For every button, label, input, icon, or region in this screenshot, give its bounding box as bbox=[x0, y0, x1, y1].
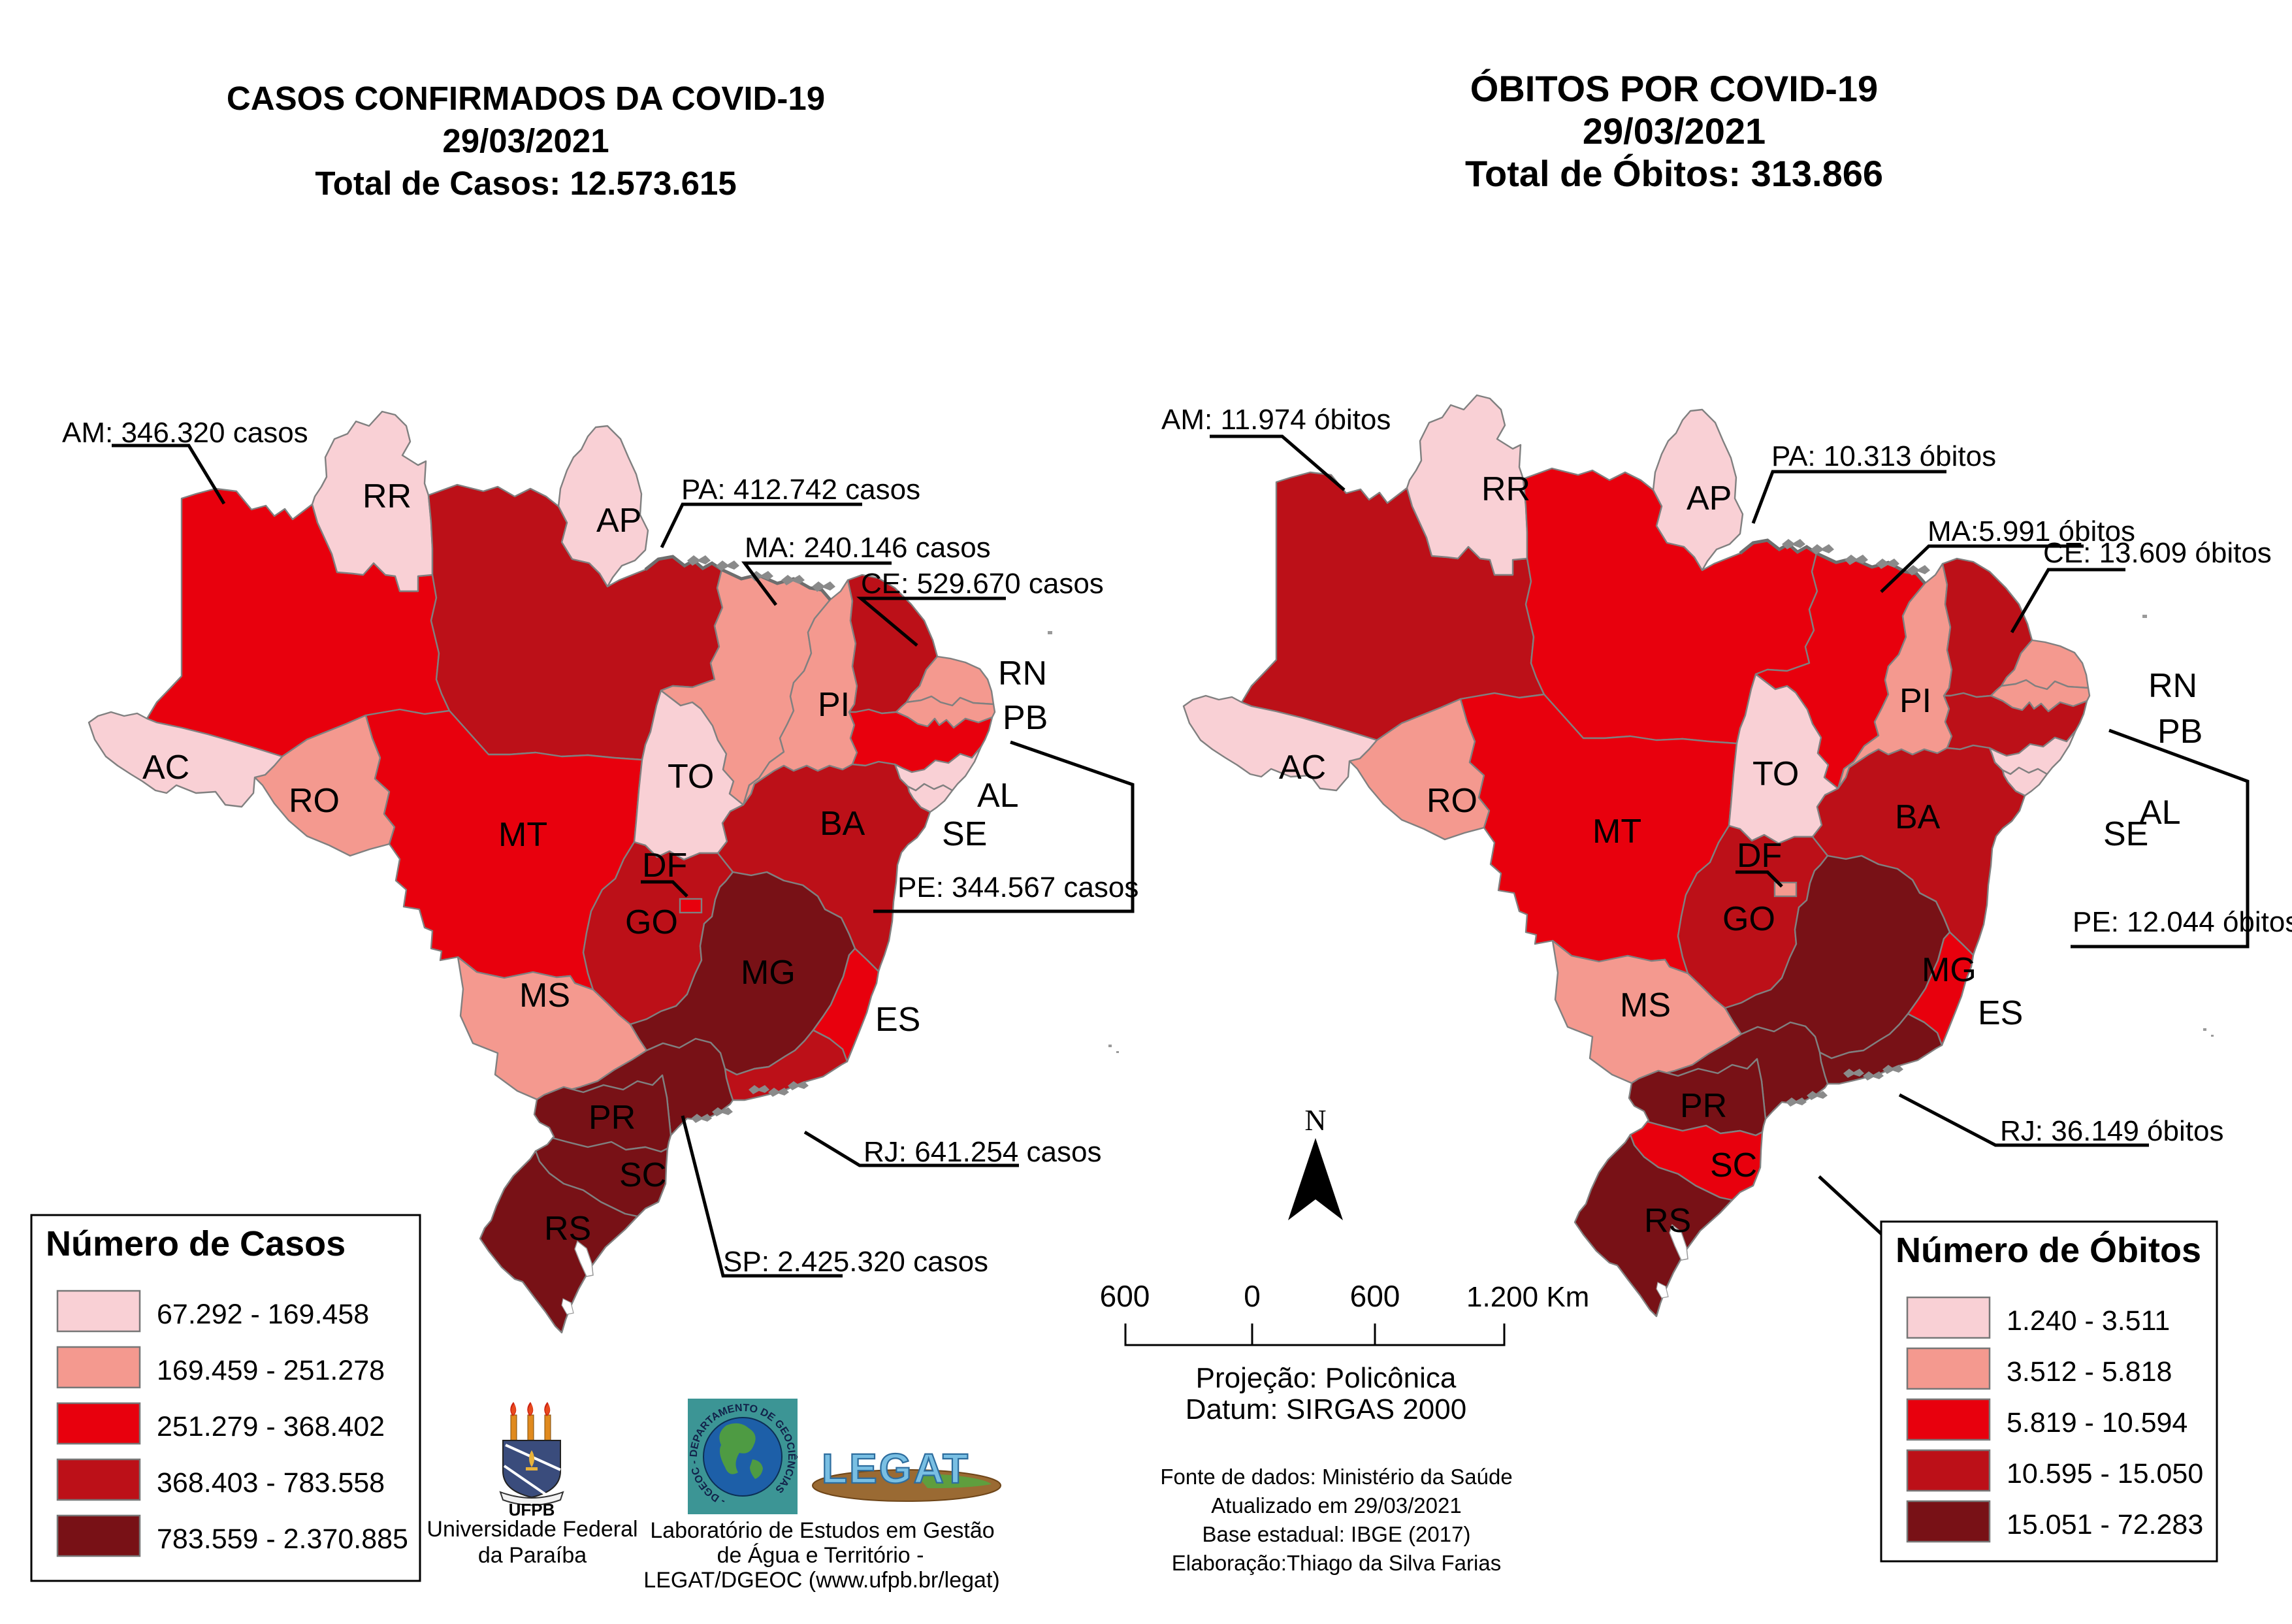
svg-text:CE: 529.670 casos: CE: 529.670 casos bbox=[861, 568, 1104, 600]
svg-text:MA: 240.146 casos: MA: 240.146 casos bbox=[745, 532, 991, 564]
svg-text:MA:5.991 óbitos: MA:5.991 óbitos bbox=[1928, 515, 2135, 547]
svg-text:RO: RO bbox=[289, 782, 340, 820]
svg-text:ÓBITOS POR COVID-19: ÓBITOS POR COVID-19 bbox=[1470, 68, 1878, 109]
svg-text:PR: PR bbox=[589, 1099, 636, 1137]
svg-text:Número de Óbitos: Número de Óbitos bbox=[1896, 1231, 2201, 1270]
svg-text:RJ: 36.149 óbitos: RJ: 36.149 óbitos bbox=[2000, 1115, 2223, 1147]
svg-text:PI: PI bbox=[818, 686, 850, 724]
svg-text:Fonte de dados: Ministério da: Fonte de dados: Ministério da Saúde bbox=[1160, 1465, 1512, 1489]
svg-text:SE: SE bbox=[942, 815, 987, 853]
svg-text:LEGAT/DGEOC (www.ufpb.br/legat: LEGAT/DGEOC (www.ufpb.br/legat) bbox=[643, 1568, 999, 1593]
svg-text:29/03/2021: 29/03/2021 bbox=[1583, 110, 1766, 152]
svg-text:GO: GO bbox=[625, 903, 678, 941]
svg-text:BA: BA bbox=[820, 805, 865, 843]
svg-text:MT: MT bbox=[1592, 813, 1641, 851]
svg-text:RO: RO bbox=[1427, 782, 1477, 820]
svg-text:TO: TO bbox=[668, 758, 714, 796]
svg-text:MG: MG bbox=[1922, 951, 1977, 989]
svg-text:1.240 - 3.511: 1.240 - 3.511 bbox=[2007, 1305, 2170, 1337]
svg-text:SP: 2.425.320 casos: SP: 2.425.320 casos bbox=[723, 1246, 988, 1278]
svg-text:PI: PI bbox=[1899, 682, 1931, 720]
svg-text:RN: RN bbox=[2148, 667, 2197, 705]
svg-text:MS: MS bbox=[519, 977, 570, 1015]
svg-text:Número de Casos: Número de Casos bbox=[46, 1224, 346, 1263]
svg-text:PR: PR bbox=[1680, 1087, 1727, 1125]
svg-text:RR: RR bbox=[363, 478, 412, 515]
svg-text:Universidade Federal: Universidade Federal bbox=[427, 1517, 638, 1542]
svg-text:AM: 346.320 casos: AM: 346.320 casos bbox=[62, 417, 308, 449]
svg-text:10.595 - 15.050: 10.595 - 15.050 bbox=[2007, 1458, 2203, 1489]
svg-text:CASOS CONFIRMADOS DA COVID-19: CASOS CONFIRMADOS DA COVID-19 bbox=[227, 80, 825, 117]
svg-text:600: 600 bbox=[1350, 1279, 1400, 1313]
svg-text:MS: MS bbox=[1620, 986, 1671, 1024]
svg-text:DF: DF bbox=[642, 847, 687, 885]
svg-text:PA: 10.313 óbitos: PA: 10.313 óbitos bbox=[1771, 440, 1996, 472]
svg-text:Laboratório de Estudos em Gest: Laboratório de Estudos em Gestão bbox=[650, 1518, 994, 1543]
svg-text:AC: AC bbox=[1279, 749, 1326, 787]
svg-text:Elaboração:Thiago da Silva Far: Elaboração:Thiago da Silva Farias bbox=[1172, 1551, 1501, 1575]
svg-text:5.819 - 10.594: 5.819 - 10.594 bbox=[2007, 1407, 2187, 1438]
svg-text:PE: 344.567 casos: PE: 344.567 casos bbox=[897, 871, 1138, 903]
svg-text:AC: AC bbox=[142, 749, 189, 787]
svg-text:AP: AP bbox=[1687, 479, 1732, 517]
svg-text:Datum: SIRGAS 2000: Datum: SIRGAS 2000 bbox=[1186, 1393, 1466, 1425]
svg-text:TO: TO bbox=[1752, 755, 1799, 793]
svg-text:ES: ES bbox=[875, 1001, 920, 1039]
svg-text:PE: 12.044 óbitos: PE: 12.044 óbitos bbox=[2073, 906, 2292, 938]
svg-text:UFPB: UFPB bbox=[509, 1500, 555, 1519]
svg-text:29/03/2021: 29/03/2021 bbox=[442, 122, 609, 159]
svg-text:Base estadual: IBGE (2017): Base estadual: IBGE (2017) bbox=[1202, 1522, 1471, 1546]
svg-text:DF: DF bbox=[1737, 837, 1782, 875]
svg-text:RN: RN bbox=[998, 655, 1047, 692]
svg-text:600: 600 bbox=[1100, 1279, 1150, 1313]
svg-text:N: N bbox=[1304, 1103, 1326, 1137]
svg-text:Total de Casos: 12.573.615: Total de Casos: 12.573.615 bbox=[315, 165, 736, 202]
svg-text:368.403 - 783.558: 368.403 - 783.558 bbox=[157, 1467, 385, 1499]
svg-text:Atualizado em 29/03/2021: Atualizado em 29/03/2021 bbox=[1211, 1493, 1461, 1518]
svg-text:PB: PB bbox=[2157, 713, 2203, 751]
svg-text:da Paraíba: da Paraíba bbox=[478, 1543, 587, 1568]
svg-text:RS: RS bbox=[544, 1210, 591, 1248]
svg-text:LEGAT: LEGAT bbox=[822, 1445, 970, 1492]
svg-text:GO: GO bbox=[1722, 900, 1775, 938]
svg-text:AM: 11.974 óbitos: AM: 11.974 óbitos bbox=[1161, 404, 1391, 436]
svg-text:MG: MG bbox=[741, 954, 796, 992]
svg-text:1.200 Km: 1.200 Km bbox=[1466, 1281, 1589, 1313]
svg-text:MT: MT bbox=[498, 816, 547, 854]
svg-text:PA: 412.742 casos: PA: 412.742 casos bbox=[681, 474, 920, 506]
svg-text:AL: AL bbox=[2139, 794, 2181, 832]
svg-text:CE: 13.609 óbitos: CE: 13.609 óbitos bbox=[2043, 537, 2272, 569]
svg-text:3.512 - 5.818: 3.512 - 5.818 bbox=[2007, 1356, 2172, 1388]
svg-text:783.559 - 2.370.885: 783.559 - 2.370.885 bbox=[157, 1523, 408, 1555]
svg-text:Total de Óbitos: 313.866: Total de Óbitos: 313.866 bbox=[1465, 153, 1883, 194]
svg-text:SC: SC bbox=[1710, 1146, 1757, 1184]
svg-text:RR: RR bbox=[1481, 470, 1530, 508]
svg-text:de Água e Território -: de Água e Território - bbox=[717, 1543, 924, 1568]
svg-text:Projeção: Policônica: Projeção: Policônica bbox=[1196, 1362, 1457, 1394]
svg-text:RS: RS bbox=[1644, 1202, 1691, 1240]
svg-text:15.051 - 72.283: 15.051 - 72.283 bbox=[2007, 1509, 2203, 1540]
svg-text:BA: BA bbox=[1895, 798, 1941, 836]
svg-text:AL: AL bbox=[977, 777, 1019, 815]
svg-text:251.279 - 368.402: 251.279 - 368.402 bbox=[157, 1411, 385, 1442]
svg-text:RJ: 641.254 casos: RJ: 641.254 casos bbox=[864, 1136, 1101, 1168]
svg-text:169.459 - 251.278: 169.459 - 251.278 bbox=[157, 1355, 385, 1386]
svg-text:0: 0 bbox=[1244, 1279, 1261, 1313]
svg-text:PB: PB bbox=[1003, 699, 1048, 737]
svg-text:AP: AP bbox=[596, 502, 641, 540]
svg-text:SE: SE bbox=[2103, 815, 2148, 853]
svg-text:67.292 - 169.458: 67.292 - 169.458 bbox=[157, 1299, 369, 1330]
svg-text:SC: SC bbox=[619, 1156, 666, 1194]
svg-text:ES: ES bbox=[1978, 994, 2023, 1032]
